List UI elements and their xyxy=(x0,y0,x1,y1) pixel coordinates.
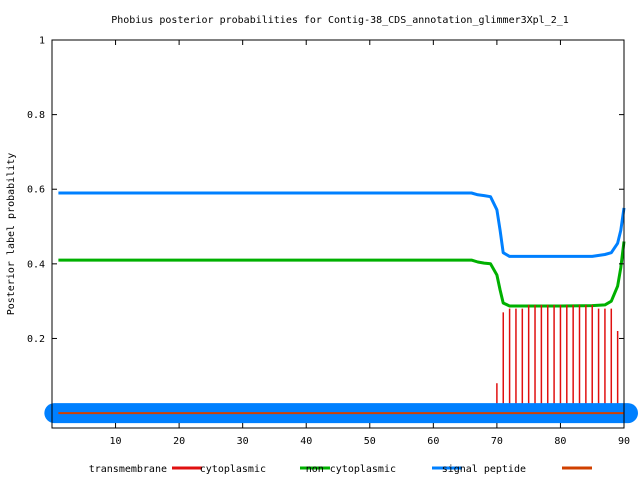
legend-label-signal-peptide: signal peptide xyxy=(442,464,526,475)
x-tick-label: 20 xyxy=(173,436,185,447)
x-tick-label: 50 xyxy=(364,436,376,447)
y-axis-label: Posterior label probability xyxy=(6,153,17,316)
x-tick-label: 10 xyxy=(110,436,122,447)
y-tick-label: 0.2 xyxy=(27,334,45,345)
legend-label-transmembrane: transmembrane xyxy=(89,464,167,475)
tick-layer: 10 20 30 40 50 60 70 80 90 0.2 0.4 0.6 0.8 1 xyxy=(27,36,630,448)
y-tick-label: 0.8 xyxy=(27,110,45,121)
x-tick-label: 80 xyxy=(554,436,566,447)
x-tick-label: 90 xyxy=(618,436,630,447)
non-cytoplasmic-line xyxy=(58,191,626,258)
chart-title: Phobius posterior probabilities for Cont… xyxy=(111,15,569,26)
legend-label-non-cytoplasmic: non cytoplasmic xyxy=(306,464,396,475)
legend: transmembrane cytoplasmic non cytoplasmic s… xyxy=(89,464,592,475)
x-tick-label: 60 xyxy=(427,436,439,447)
y-tick-label: 1 xyxy=(39,36,45,47)
y-tick-label: 0.4 xyxy=(27,259,45,270)
y-tick-label: 0.6 xyxy=(27,185,45,196)
legend-label-cytoplasmic: cytoplasmic xyxy=(200,464,266,475)
x-tick-label: 30 xyxy=(237,436,249,447)
x-tick-label: 40 xyxy=(300,436,312,447)
x-tick-label: 70 xyxy=(491,436,503,447)
plot-frame xyxy=(51,39,625,429)
cytoplasmic-line xyxy=(58,241,626,308)
series-layer xyxy=(44,191,638,424)
